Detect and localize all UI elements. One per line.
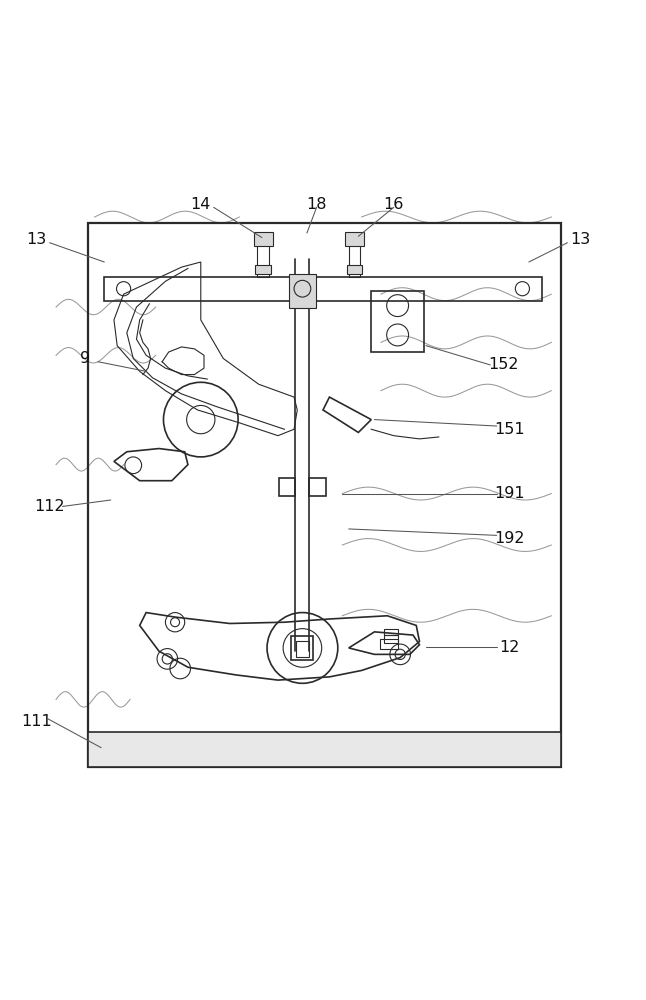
Bar	[309, 478, 326, 496]
Bar	[296, 641, 309, 657]
Bar	[384, 629, 398, 635]
Bar	[279, 478, 295, 496]
Text: 152: 152	[488, 357, 518, 372]
Text: 14: 14	[191, 197, 211, 212]
Text: 13: 13	[570, 232, 590, 247]
Bar	[104, 277, 542, 301]
Text: 16: 16	[384, 197, 404, 212]
Text: 192: 192	[494, 531, 525, 546]
Text: 112: 112	[34, 499, 65, 514]
Bar	[291, 636, 313, 660]
Text: 18: 18	[306, 197, 327, 212]
Bar	[371, 291, 424, 352]
Bar	[89, 223, 561, 767]
Bar	[345, 232, 364, 246]
Text: 9: 9	[80, 351, 90, 366]
Bar	[257, 234, 269, 277]
Bar	[255, 265, 271, 274]
Bar	[89, 732, 561, 767]
Bar	[347, 265, 362, 274]
Text: 111: 111	[21, 714, 52, 729]
Bar	[289, 274, 316, 308]
Text: 13: 13	[26, 232, 47, 247]
Bar	[384, 635, 398, 643]
Text: 191: 191	[494, 486, 525, 501]
Text: 151: 151	[494, 422, 525, 437]
Text: 12: 12	[499, 640, 520, 655]
Bar	[253, 232, 273, 246]
Bar	[349, 234, 360, 277]
Bar	[380, 639, 398, 649]
